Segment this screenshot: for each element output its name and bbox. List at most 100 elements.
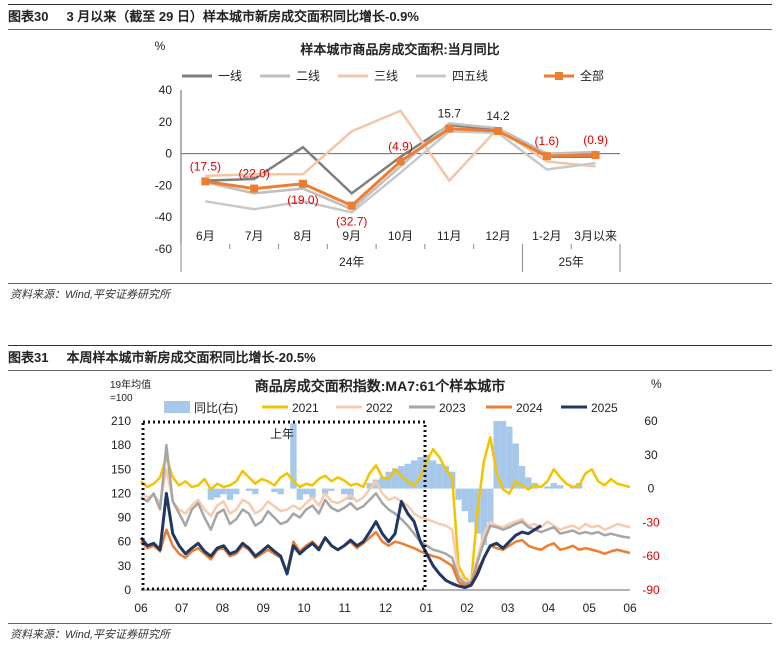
data-point bbox=[494, 127, 503, 136]
x-tick-label: 11 bbox=[339, 601, 352, 615]
y-axis-unit-line2: =100 bbox=[110, 393, 133, 404]
yoy-bar bbox=[341, 488, 348, 495]
x-tick-label: 07 bbox=[175, 601, 189, 615]
legend-label: 四五线 bbox=[452, 69, 488, 83]
yoy-bar bbox=[391, 468, 399, 489]
annotation-label: 上年 bbox=[270, 427, 294, 441]
figure-30-caption: 3 月以来（截至 29 日）样本城市新房成交面积同比增长-0.9% bbox=[66, 9, 419, 24]
x-tick-label: 12 bbox=[379, 601, 393, 615]
y-tick-label: 20 bbox=[159, 115, 173, 129]
legend-marker bbox=[555, 72, 563, 80]
data-label: 15.7 bbox=[438, 107, 462, 121]
yoy-bar bbox=[207, 488, 215, 500]
chart-ma7-index: 商品房成交面积指数:MA7:61个样本城市 19年均值 =100% 同比(右) 2021… bbox=[110, 377, 662, 615]
y-tick-label: 0 bbox=[165, 147, 172, 161]
x-tick-label: 10 bbox=[297, 601, 311, 615]
x-tick-label: 09 bbox=[257, 601, 271, 615]
chart-title: 样本城市商品房成交面积:当月同比 bbox=[300, 42, 499, 57]
y2-tick-label: -30 bbox=[642, 515, 660, 529]
y-tick-label: 150 bbox=[111, 462, 131, 476]
legend-label: 全部 bbox=[580, 68, 604, 83]
yoy-bar bbox=[525, 477, 532, 489]
data-label: (4.9) bbox=[388, 139, 413, 153]
yoy-bar bbox=[455, 488, 462, 500]
figure-31-title: 图表31 本周样本城市新房成交面积同比增长-20.5% bbox=[8, 347, 772, 369]
data-label: (19.0) bbox=[287, 193, 318, 207]
series-line-2022 bbox=[140, 468, 631, 584]
y2-tick-label: -90 bbox=[642, 583, 660, 597]
y-tick-label: -60 bbox=[155, 242, 173, 256]
y2-axis-unit: % bbox=[651, 377, 662, 391]
x-tick-label: 06 bbox=[134, 601, 148, 615]
y-tick-label: 120 bbox=[111, 486, 131, 500]
data-label: (1.6) bbox=[534, 134, 559, 148]
y2-tick-label: -60 bbox=[642, 549, 660, 563]
legend-label: 一线 bbox=[218, 69, 242, 83]
y-tick-label: -20 bbox=[155, 178, 173, 192]
figure-30-source: 资料来源：Wind,平安证券研究所 bbox=[10, 289, 171, 301]
legend-bar-swatch bbox=[164, 401, 190, 413]
figure-31-caption: 本周样本城市新房成交面积同比增长-20.5% bbox=[66, 350, 316, 365]
data-label: (32.7) bbox=[336, 215, 367, 229]
x-group-label: 24年 bbox=[339, 255, 364, 269]
yoy-bar bbox=[277, 488, 284, 495]
figure-31-tag: 图表31 bbox=[8, 350, 49, 365]
x-tick-label: 9月 bbox=[342, 229, 361, 243]
yoy-bar bbox=[328, 488, 335, 491]
legend-label: 三线 bbox=[374, 69, 398, 83]
yoy-bar bbox=[233, 488, 240, 495]
yoy-bar bbox=[512, 443, 519, 489]
data-point bbox=[542, 152, 551, 161]
series-line-2023 bbox=[140, 443, 631, 585]
title-rule bbox=[8, 29, 772, 30]
yoy-bar bbox=[518, 466, 526, 489]
series-line-3 bbox=[205, 130, 596, 214]
yoy-bar bbox=[423, 454, 430, 489]
legend-label: 同比(右) bbox=[194, 400, 238, 415]
series-line-2024 bbox=[140, 528, 631, 588]
annotation-box bbox=[141, 420, 427, 591]
yoy-bar bbox=[442, 466, 450, 489]
legend-label: 2025 bbox=[591, 401, 618, 415]
legend-label: 2023 bbox=[439, 401, 466, 415]
data-label: 14.2 bbox=[486, 109, 510, 123]
y-tick-label: 40 bbox=[159, 83, 173, 97]
source-rule bbox=[8, 283, 772, 284]
yoy-bar bbox=[220, 488, 227, 495]
x-tick-label: 11月 bbox=[437, 229, 461, 243]
data-point bbox=[445, 124, 454, 133]
y-axis-unit: % bbox=[155, 39, 166, 53]
yoy-bar bbox=[544, 486, 551, 489]
yoy-bar bbox=[493, 421, 500, 489]
legend-label: 二线 bbox=[296, 69, 320, 83]
yoy-bar bbox=[556, 485, 564, 489]
yoy-bar bbox=[271, 488, 278, 492]
yoy-bar bbox=[366, 482, 373, 489]
yoy-bar bbox=[410, 460, 418, 489]
data-point bbox=[250, 184, 259, 193]
yoy-bar bbox=[487, 488, 494, 523]
yoy-bar bbox=[302, 488, 310, 495]
x-tick-label: 6月 bbox=[196, 229, 215, 243]
title-rule-2 bbox=[8, 370, 772, 371]
x-tick-label: 03 bbox=[501, 601, 515, 615]
yoy-bar bbox=[321, 488, 329, 495]
x-tick-label: 1-2月 bbox=[532, 229, 561, 243]
yoy-bar bbox=[436, 463, 443, 489]
top-rule-2 bbox=[8, 345, 772, 346]
figure-30-tag: 图表30 bbox=[8, 9, 49, 24]
x-tick-label: 08 bbox=[216, 601, 230, 615]
yoy-bar bbox=[379, 477, 386, 489]
yoy-bar bbox=[461, 488, 469, 512]
legend-label: 2024 bbox=[516, 401, 543, 415]
yoy-bar bbox=[404, 463, 411, 489]
top-rule bbox=[8, 4, 772, 5]
x-tick-label: 8月 bbox=[294, 229, 313, 243]
x-tick-label: 7月 bbox=[245, 229, 264, 243]
x-group-label: 25年 bbox=[559, 255, 584, 269]
y2-tick-label: 0 bbox=[648, 482, 655, 496]
data-point bbox=[396, 157, 405, 166]
figure-31-source: 资料来源：Wind,平安证券研究所 bbox=[10, 629, 171, 641]
data-point bbox=[347, 201, 356, 210]
y-tick-label: 180 bbox=[111, 438, 131, 452]
